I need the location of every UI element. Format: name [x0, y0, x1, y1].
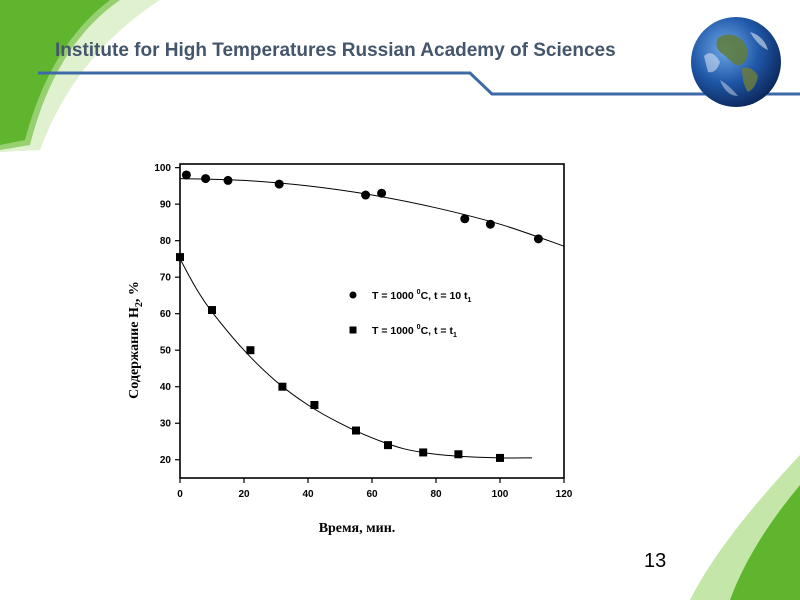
x-tick-label: 0	[177, 489, 183, 500]
y-tick-label: 40	[160, 382, 172, 393]
data-point-square	[208, 306, 216, 315]
data-point-square	[496, 453, 504, 462]
y-tick-label: 80	[160, 236, 172, 247]
x-axis-label: Время, мин.	[319, 521, 396, 536]
y-tick-label: 30	[160, 419, 172, 430]
data-point-circle	[361, 190, 371, 200]
data-markers	[176, 170, 543, 462]
data-point-circle	[485, 219, 495, 229]
data-point-square	[176, 253, 184, 262]
x-tick-label: 80	[430, 489, 442, 500]
data-point-circle	[274, 179, 284, 189]
legend-marker-circle	[349, 291, 357, 299]
fit-curves	[179, 178, 565, 459]
y-axis-label: Содержание H2, %	[127, 281, 145, 399]
data-point-square	[419, 448, 428, 457]
legend: T = 1000 0C, t = 10 t1 T = 1000 0C, t = …	[349, 289, 472, 339]
legend-label-series-1: T = 1000 0C, t = 10 t1	[372, 289, 472, 304]
data-point-circle	[223, 175, 233, 185]
fit-curve-series-1	[179, 178, 565, 247]
data-point-circle	[460, 214, 470, 224]
data-point-square	[246, 346, 255, 355]
y-axis: 20 30 40 50 60 70 80 90 100	[154, 163, 180, 466]
legend-marker-square	[349, 326, 357, 334]
y-tick-label: 100	[154, 163, 171, 174]
y-tick-label: 60	[160, 309, 172, 320]
y-tick-label: 90	[160, 200, 172, 211]
data-point-square	[352, 426, 360, 435]
data-point-square	[278, 382, 287, 391]
data-point-square	[384, 441, 392, 450]
header-title: Institute for High Temperatures Russian …	[55, 40, 616, 61]
data-point-circle	[533, 234, 543, 244]
chart: 20 30 40 50 60 70 80 90 100 0 20 40 60 80 100 120 Врем…	[127, 163, 573, 536]
data-point-square	[454, 450, 463, 459]
x-tick-label: 60	[366, 489, 378, 500]
x-tick-label: 40	[302, 489, 314, 500]
earth-globe-icon	[691, 17, 781, 107]
legend-label-series-2: T = 1000 0C, t = t1	[372, 324, 457, 339]
plot-border	[179, 163, 565, 479]
data-point-circle	[377, 188, 387, 198]
slide-number: 13	[644, 550, 667, 572]
x-axis: 0 20 40 60 80 100 120	[177, 478, 573, 500]
data-point-circle	[181, 170, 191, 180]
y-tick-label: 20	[160, 455, 172, 466]
x-tick-label: 20	[238, 489, 250, 500]
data-point-square	[310, 400, 319, 409]
x-tick-label: 100	[492, 489, 509, 500]
y-tick-label: 70	[160, 273, 172, 284]
y-tick-label: 50	[160, 346, 172, 357]
data-point-circle	[201, 174, 211, 184]
x-tick-label: 120	[556, 489, 573, 500]
plot-frame	[179, 163, 565, 479]
